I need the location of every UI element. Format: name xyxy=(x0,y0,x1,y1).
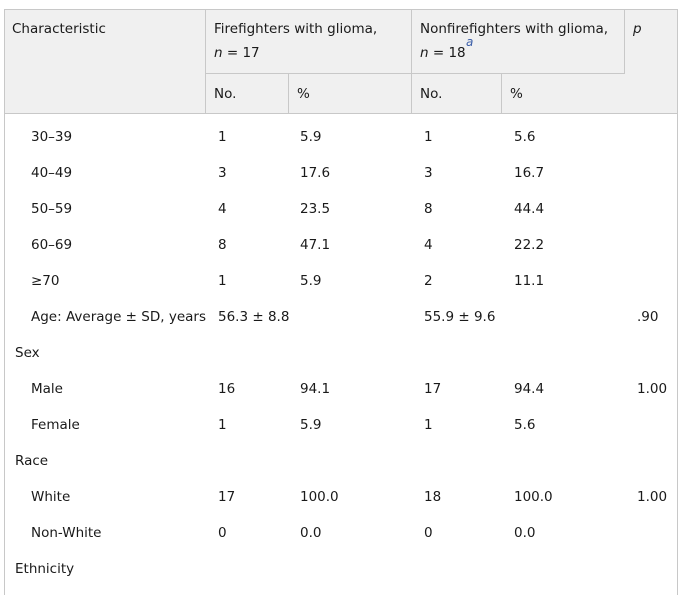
header-nonfirefighters-title: Nonfirefighters with glioma, xyxy=(420,21,609,37)
ff-no: 16 xyxy=(218,381,236,397)
ff-no: 1 xyxy=(218,129,227,145)
header-divider-3 xyxy=(624,9,625,73)
table-header-bottom-border xyxy=(4,113,677,114)
p-value: 1.00 xyxy=(637,381,668,397)
row-section-label: Ethnicity xyxy=(15,561,75,577)
ff-pct: 47.1 xyxy=(300,237,331,253)
nff-no: 55.9 ± 9.6 xyxy=(424,309,496,325)
nff-pct: 44.4 xyxy=(514,201,545,217)
table-top-border xyxy=(4,9,677,10)
table-header-background xyxy=(4,9,677,114)
n-value: = 17 xyxy=(222,45,260,61)
row-label: 30–39 xyxy=(31,129,73,145)
n-variable: n xyxy=(420,45,429,61)
nff-no: 1 xyxy=(424,129,433,145)
header-nff-no: No. xyxy=(420,86,443,102)
table-right-border xyxy=(677,9,678,595)
ff-no: 8 xyxy=(218,237,227,253)
n-variable: n xyxy=(214,45,223,61)
nff-pct: 0.0 xyxy=(514,525,536,541)
header-group-underline xyxy=(205,73,625,74)
row-label: 40–49 xyxy=(31,165,73,181)
ff-no: 56.3 ± 8.8 xyxy=(218,309,290,325)
header-nonfirefighters-n: n = 18 xyxy=(420,45,466,61)
nff-pct: 16.7 xyxy=(514,165,545,181)
header-nff-pct: % xyxy=(510,86,523,102)
row-section-label: Race xyxy=(15,453,49,469)
header-divider-2 xyxy=(411,9,412,114)
header-subdivider-nff xyxy=(501,73,502,114)
nff-no: 0 xyxy=(424,525,433,541)
header-subdivider-ff xyxy=(288,73,289,114)
ff-no: 0 xyxy=(218,525,227,541)
nff-no: 2 xyxy=(424,273,433,289)
ff-no: 3 xyxy=(218,165,227,181)
row-label: Age: Average ± SD, years xyxy=(31,309,206,325)
nff-pct: 5.6 xyxy=(514,129,536,145)
ff-no: 1 xyxy=(218,417,227,433)
row-label: 50–59 xyxy=(31,201,73,217)
nff-pct: 5.6 xyxy=(514,417,536,433)
nff-pct: 100.0 xyxy=(514,489,553,505)
table-left-border xyxy=(4,9,5,595)
ff-pct: 23.5 xyxy=(300,201,331,217)
nff-pct: 94.4 xyxy=(514,381,545,397)
header-firefighters-title: Firefighters with glioma, xyxy=(214,21,378,37)
header-ff-no: No. xyxy=(214,86,237,102)
header-p-value: p xyxy=(633,21,642,37)
row-label: Female xyxy=(31,417,80,433)
nff-no: 4 xyxy=(424,237,433,253)
nff-no: 8 xyxy=(424,201,433,217)
row-label: Male xyxy=(31,381,63,397)
ff-pct: 5.9 xyxy=(300,273,322,289)
ff-no: 1 xyxy=(218,273,227,289)
row-label: ≥70 xyxy=(31,273,60,289)
ff-no: 17 xyxy=(218,489,236,505)
ff-pct: 5.9 xyxy=(300,417,322,433)
row-label: White xyxy=(31,489,71,505)
ff-pct: 17.6 xyxy=(300,165,331,181)
footnote-link-a[interactable]: a xyxy=(466,35,474,49)
nff-pct: 11.1 xyxy=(514,273,545,289)
ff-pct: 5.9 xyxy=(300,129,322,145)
ff-pct: 0.0 xyxy=(300,525,322,541)
header-ff-pct: % xyxy=(297,86,310,102)
header-divider-1 xyxy=(205,9,206,114)
nff-pct: 22.2 xyxy=(514,237,545,253)
ff-pct: 94.1 xyxy=(300,381,331,397)
p-value: .90 xyxy=(637,309,659,325)
row-section-label: Sex xyxy=(15,345,40,361)
row-label: Non-White xyxy=(31,525,102,541)
row-label: 60–69 xyxy=(31,237,73,253)
nff-no: 1 xyxy=(424,417,433,433)
ff-pct: 100.0 xyxy=(300,489,339,505)
nff-no: 18 xyxy=(424,489,442,505)
header-characteristic: Characteristic xyxy=(12,21,106,37)
nff-no: 3 xyxy=(424,165,433,181)
ff-no: 4 xyxy=(218,201,227,217)
nff-no: 17 xyxy=(424,381,442,397)
n-value: = 18 xyxy=(428,45,466,61)
header-firefighters-n: n = 17 xyxy=(214,45,260,61)
p-value: 1.00 xyxy=(637,489,668,505)
